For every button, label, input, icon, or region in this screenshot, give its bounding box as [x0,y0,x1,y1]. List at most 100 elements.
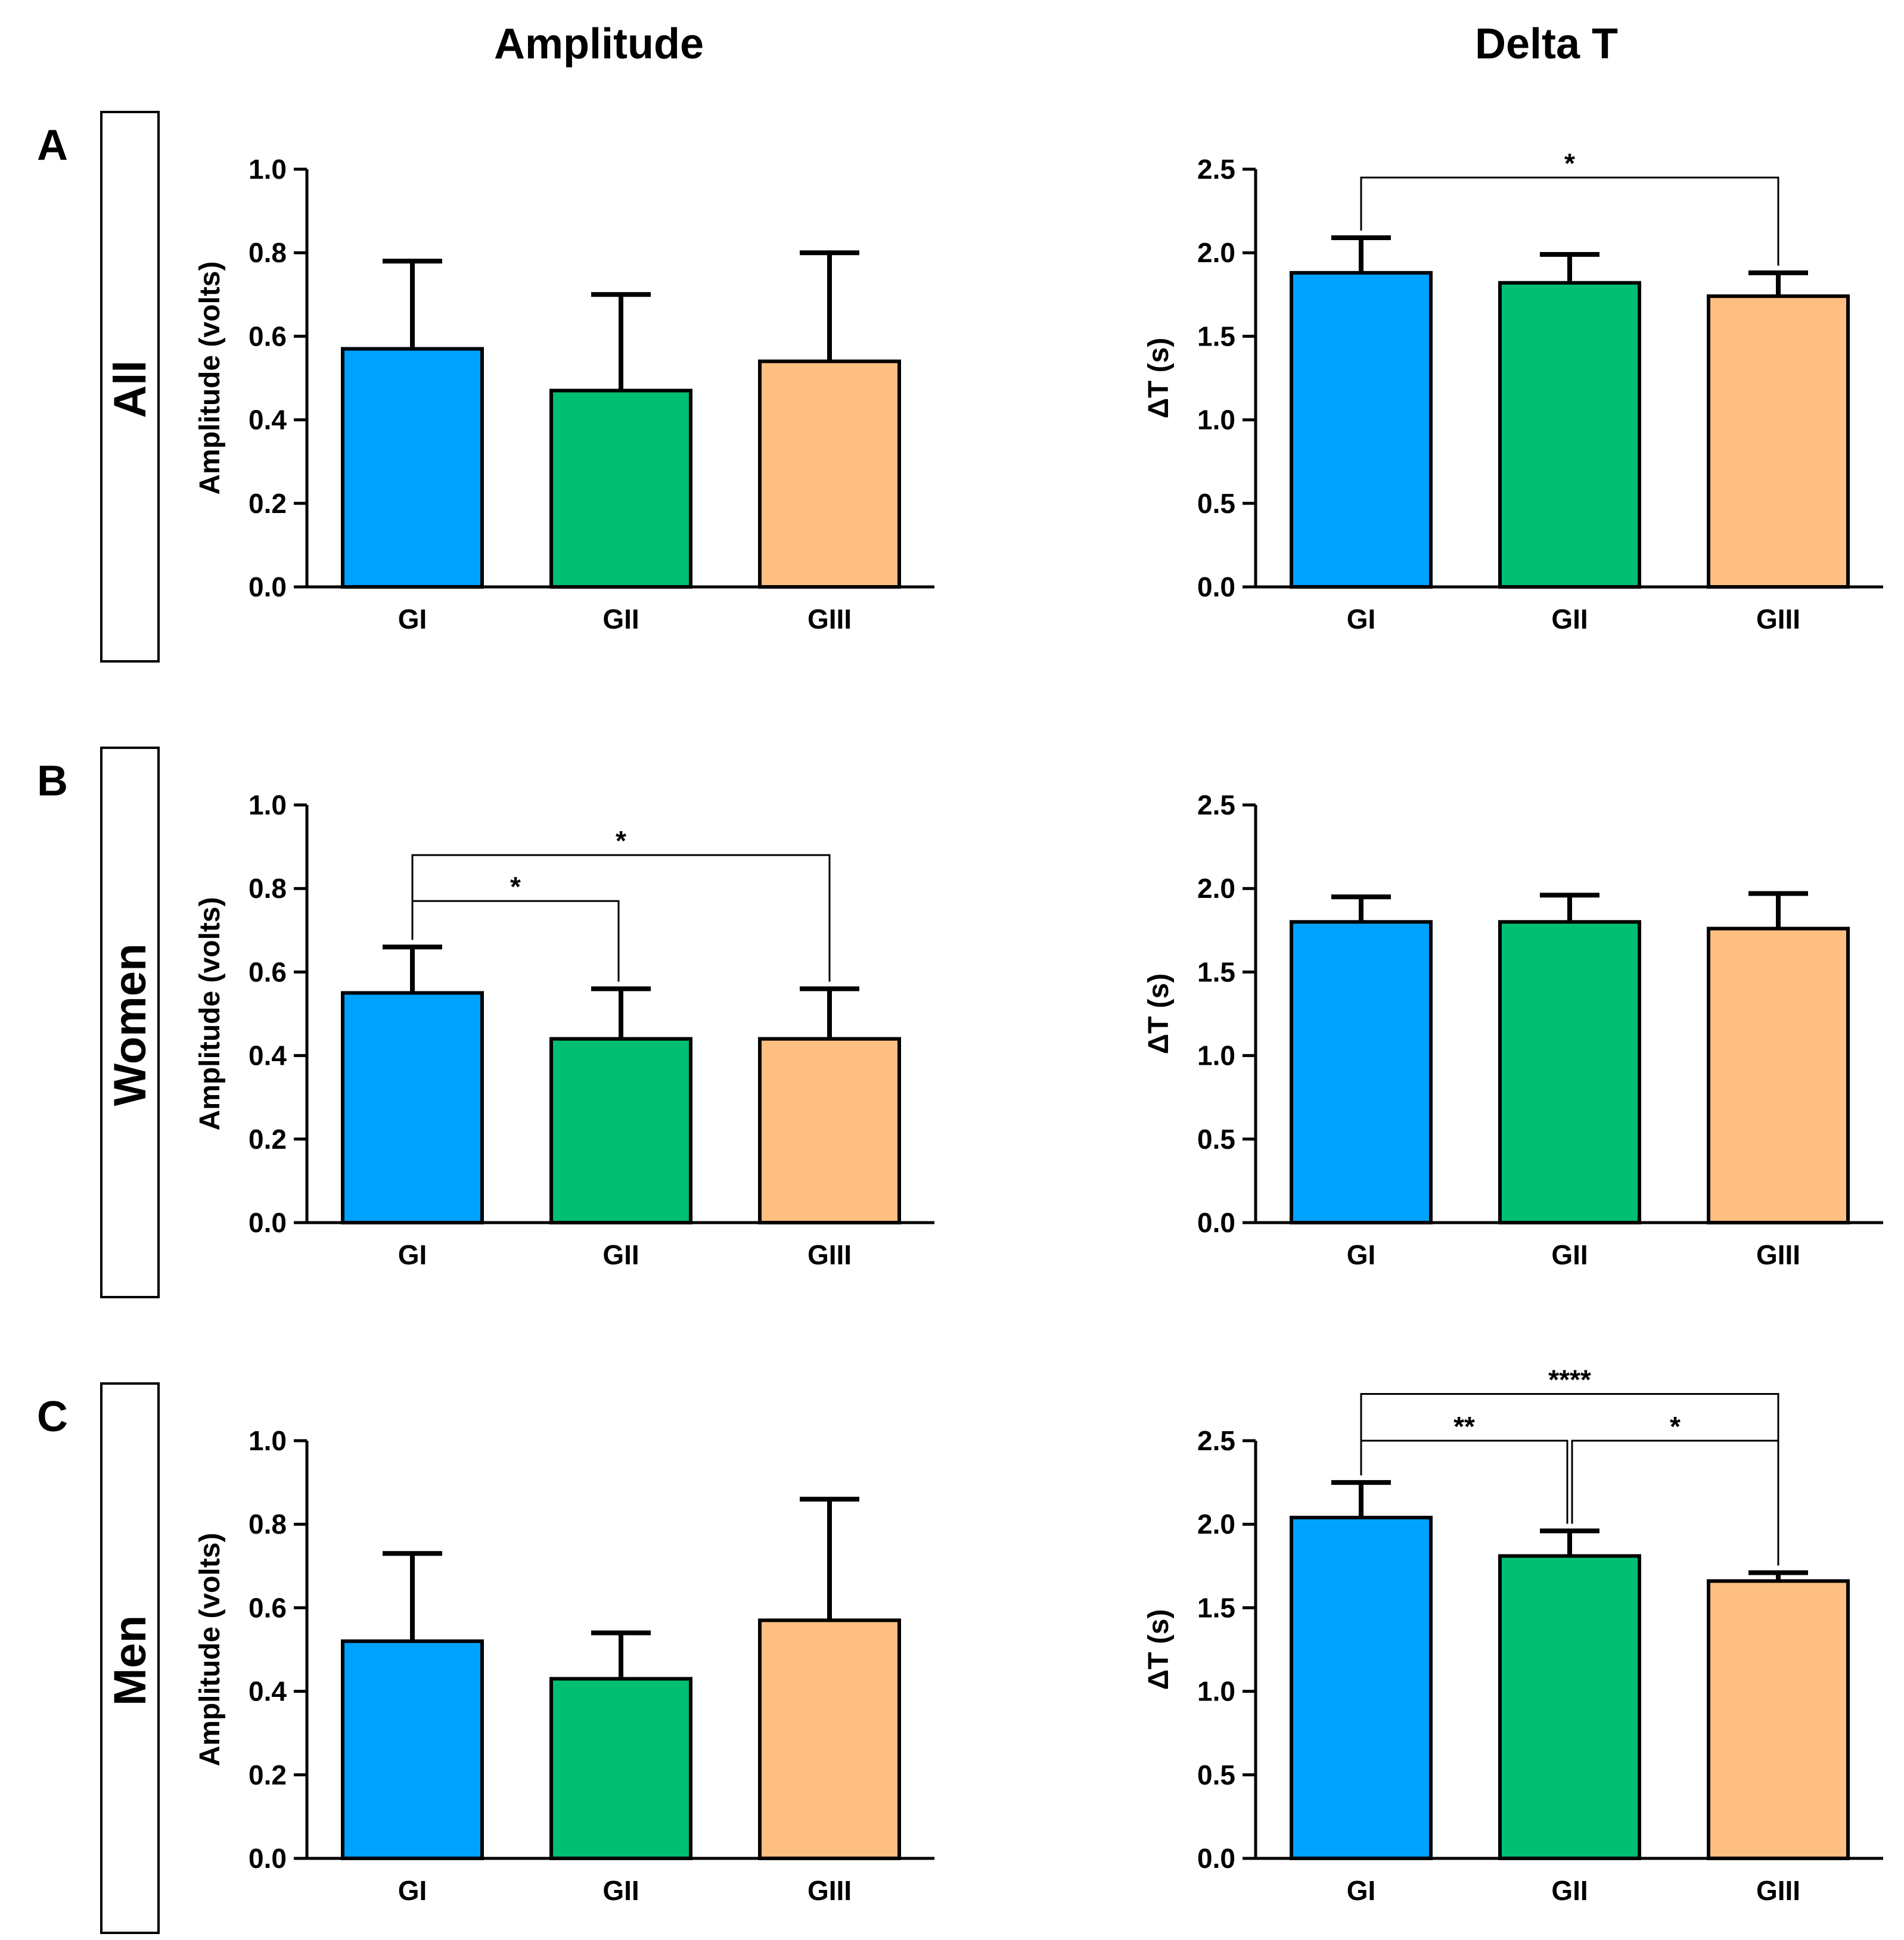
y-tick-label: 1.5 [1197,1592,1235,1623]
x-tick-label: GIII [1756,1239,1800,1270]
y-tick-label: 0.4 [249,1676,287,1707]
y-tick-label: 2.0 [1197,873,1235,904]
row-men: C Men [37,1382,160,1934]
y-tick-label: 2.5 [1197,154,1235,185]
row-label-women: Women [105,943,156,1106]
bar-gii [549,1677,692,1861]
bar-gii [1498,281,1641,589]
y-tick-label: 0.0 [249,1843,287,1874]
y-tick-label: 1.0 [249,154,287,185]
y-tick-label: 1.0 [249,789,287,820]
bar-giii [758,1618,901,1860]
bar-gi [341,1639,484,1860]
significance-bracket [1360,176,1779,266]
y-tick-label: 0.2 [249,488,287,519]
y-tick-label: 1.0 [1197,405,1235,436]
y-axis-label: ΔT (s) [1143,974,1175,1055]
x-tick-label: GII [1551,1875,1588,1906]
row-label-box [100,1382,160,1934]
y-tick-label: 0.2 [249,1124,287,1155]
x-tick-label: GIII [807,604,852,635]
x-tick-label: GI [1347,1239,1376,1270]
x-tick-label: GI [1347,1875,1376,1906]
bar-gi [341,991,484,1224]
row-label-all: All [105,360,156,418]
y-tick-label: 1.5 [1197,956,1235,987]
y-tick-label: 0.8 [249,873,287,904]
bar-gi [1290,1515,1433,1860]
row-letter-a: A [37,122,68,169]
bar-gii [549,1037,692,1225]
bar-gii [1498,920,1641,1225]
chart-all-amplitude: GI GII GIII 0.0 0.2 0.4 0.6 0.8 1.0 Amplitude (vo… [194,154,934,635]
bar-giii [1707,927,1850,1224]
y-tick-label: 0.5 [1197,1124,1235,1155]
x-tick-label: GIII [1756,1875,1800,1906]
x-tick-label: GI [398,1875,427,1906]
bar-giii [758,1037,901,1225]
x-tick-label: GII [1551,1239,1588,1270]
bar-gi [1290,920,1433,1225]
significance-label: **** [1548,1364,1591,1395]
y-tick-label: 0.0 [249,1207,287,1238]
significance-bracket [411,854,831,982]
x-tick-label: GII [602,604,639,635]
chart-all-delta-t: GI GII GIII 0.0 0.5 1.0 1.5 2.0 2.5 ΔT (s) * [1143,148,1883,635]
y-axis-label: ΔT (s) [1143,338,1175,419]
x-tick-label: GII [1551,604,1588,635]
y-tick-label: 0.6 [249,1592,287,1623]
y-tick-label: 0.5 [1197,488,1235,519]
significance-label: * [1564,148,1575,179]
column-title-amplitude: Amplitude [494,20,704,68]
chart-women-amplitude: GI GII GIII 0.0 0.2 0.4 0.6 0.8 1.0 Amplitude (vo… [194,789,934,1270]
y-tick-label: 0.6 [249,956,287,987]
significance-label: ** [1453,1411,1475,1442]
column-title-delta-t: Delta T [1475,20,1618,68]
y-tick-label: 0.8 [249,1509,287,1540]
y-axis-label: ΔT (s) [1143,1609,1175,1690]
y-axis-label: Amplitude (volts) [194,1533,226,1767]
row-letter-b: B [37,757,68,805]
bar-gi [1290,271,1433,589]
row-all: A All [37,111,160,663]
significance-bracket [411,900,620,982]
x-tick-label: GI [398,1239,427,1270]
chart-men-amplitude: GI GII GIII 0.0 0.2 0.4 0.6 0.8 1.0 Amplitude (vo… [194,1425,934,1906]
y-tick-label: 0.0 [1197,1843,1235,1874]
x-tick-label: GI [398,604,427,635]
x-tick-label: GII [602,1875,639,1906]
y-tick-label: 0.5 [1197,1759,1235,1790]
x-tick-label: GII [602,1239,639,1270]
y-tick-label: 1.0 [1197,1676,1235,1707]
bar-giii [1707,1579,1850,1860]
x-tick-label: GIII [807,1875,852,1906]
y-tick-label: 2.0 [1197,1509,1235,1540]
significance-label: * [616,825,626,856]
row-women: B Women [37,747,160,1298]
significance-bracket [1360,1392,1779,1566]
y-tick-label: 1.0 [1197,1040,1235,1071]
row-label-box [100,111,160,663]
y-tick-label: 0.0 [1197,1207,1235,1238]
static-labels: Amplitude Delta T A All B Women C Men [37,20,1618,1934]
bar-gi [341,347,484,589]
bar-giii [758,359,901,589]
y-tick-label: 0.0 [1197,571,1235,602]
significance-bracket [1360,1440,1568,1524]
row-label-box [100,747,160,1298]
x-tick-label: GI [1347,604,1376,635]
y-axis-label: Amplitude (volts) [194,262,226,495]
y-tick-label: 2.5 [1197,789,1235,820]
y-tick-label: 1.5 [1197,321,1235,352]
y-tick-label: 0.6 [249,321,287,352]
y-tick-label: 0.8 [249,237,287,268]
row-letter-c: C [37,1393,68,1441]
bar-gii [1498,1554,1641,1861]
significance-label: * [510,871,521,902]
significance-bracket [1571,1440,1779,1566]
x-tick-label: GIII [807,1239,852,1270]
row-label-men: Men [105,1615,156,1706]
charts: GI GII GIII 0.0 0.2 0.4 0.6 0.8 1.0 Amplitude (vo… [194,148,1883,1906]
